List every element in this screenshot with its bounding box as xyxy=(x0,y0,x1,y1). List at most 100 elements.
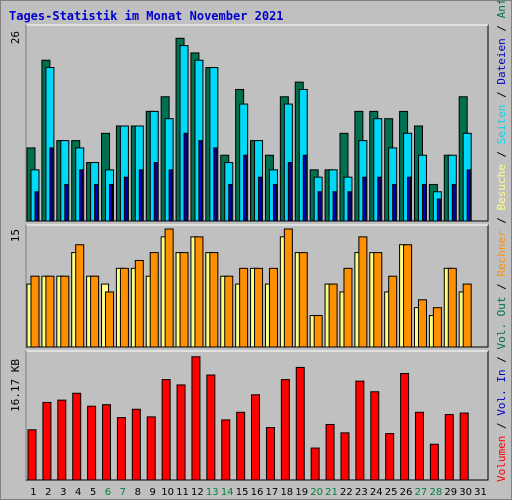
side-legend-item-11: / xyxy=(495,85,508,105)
bar-seiten-day-5 xyxy=(94,183,99,222)
side-legend-item-4: Vol. Out xyxy=(495,297,508,350)
bar-volumen-day-24 xyxy=(370,391,380,481)
bar-volumen-day-1 xyxy=(27,429,37,481)
bar-rechner-day-21 xyxy=(328,283,338,348)
bar-seiten-day-12 xyxy=(198,140,203,222)
side-legend-item-12: Dateien xyxy=(495,38,508,84)
x-tick-day-29: 29 xyxy=(444,487,457,498)
bar-volumen-day-25 xyxy=(385,433,395,481)
x-tick-day-21: 21 xyxy=(325,487,338,498)
side-legend-item-10: Seiten xyxy=(495,104,508,144)
x-tick-day-5: 5 xyxy=(90,487,96,498)
bar-seiten-day-13 xyxy=(213,147,218,222)
side-legend-item-3: / xyxy=(495,350,508,370)
bar-rechner-day-12 xyxy=(194,236,204,348)
bar-seiten-day-16 xyxy=(258,176,263,222)
x-tick-day-6: 6 xyxy=(105,487,111,498)
bar-volumen-day-17 xyxy=(265,427,275,481)
bar-seiten-day-17 xyxy=(272,183,277,222)
bar-seiten-day-22 xyxy=(347,191,352,222)
bar-volumen-day-27 xyxy=(414,411,424,481)
bar-rechner-day-2 xyxy=(45,275,55,348)
bar-volumen-day-18 xyxy=(280,379,290,481)
x-tick-day-31: 31 xyxy=(474,487,487,498)
side-legend-item-7: / xyxy=(495,210,508,230)
bar-rechner-day-18 xyxy=(283,228,293,348)
bar-volumen-day-30 xyxy=(459,412,469,481)
x-tick-day-3: 3 xyxy=(60,487,66,498)
x-tick-day-7: 7 xyxy=(120,487,126,498)
x-tick-day-24: 24 xyxy=(370,487,383,498)
bar-rechner-day-25 xyxy=(388,275,398,348)
bar-rechner-day-7 xyxy=(119,267,129,348)
x-tick-day-23: 23 xyxy=(355,487,368,498)
bar-volumen-day-3 xyxy=(57,399,67,481)
side-legend-item-9: / xyxy=(495,144,508,164)
bar-rechner-day-19 xyxy=(298,252,308,348)
x-tick-day-22: 22 xyxy=(340,487,353,498)
bar-seiten-day-27 xyxy=(421,183,426,222)
side-legend-item-8: Besuche xyxy=(495,164,508,210)
bar-rechner-day-27 xyxy=(417,299,427,348)
bar-volumen-day-21 xyxy=(325,423,335,481)
bar-rechner-day-11 xyxy=(179,252,189,348)
bar-rechner-day-17 xyxy=(268,267,278,348)
y-max-label-visits: 15 xyxy=(9,229,22,242)
bar-rechner-day-9 xyxy=(149,252,159,348)
x-tick-day-19: 19 xyxy=(295,487,308,498)
side-legend-item-14: Anfragen xyxy=(495,1,508,18)
bar-rechner-day-14 xyxy=(224,275,234,348)
bar-volumen-day-8 xyxy=(131,408,141,481)
bar-volumen-day-10 xyxy=(161,379,171,481)
bar-seiten-day-10 xyxy=(168,169,173,222)
bar-rechner-day-24 xyxy=(373,252,383,348)
bar-rechner-day-22 xyxy=(343,267,353,348)
bar-seiten-day-8 xyxy=(138,169,143,222)
bar-rechner-day-15 xyxy=(239,267,249,348)
side-legend-item-1: / xyxy=(495,416,508,436)
x-tick-day-1: 1 xyxy=(30,487,36,498)
side-legend-item-13: / xyxy=(495,18,508,38)
bar-rechner-day-30 xyxy=(462,283,472,348)
bar-rechner-day-16 xyxy=(254,267,264,348)
bar-rechner-day-4 xyxy=(75,244,85,348)
bar-volumen-day-11 xyxy=(176,384,186,481)
bar-rechner-day-1 xyxy=(30,275,40,348)
bar-rechner-day-28 xyxy=(432,307,442,348)
y-max-label-hits: 26 xyxy=(9,31,22,44)
bar-seiten-day-24 xyxy=(377,176,382,222)
bar-rechner-day-29 xyxy=(447,267,457,348)
bar-seiten-day-14 xyxy=(228,183,233,222)
bar-volumen-day-2 xyxy=(42,401,52,481)
x-tick-day-27: 27 xyxy=(415,487,428,498)
bar-volumen-day-19 xyxy=(295,366,305,481)
side-legend-item-0: Volumen xyxy=(495,436,508,482)
x-tick-day-30: 30 xyxy=(459,487,472,498)
bar-volumen-day-12 xyxy=(191,356,201,481)
x-tick-day-11: 11 xyxy=(176,487,189,498)
x-tick-day-10: 10 xyxy=(161,487,174,498)
bar-volumen-day-28 xyxy=(429,443,439,481)
bar-seiten-day-4 xyxy=(79,169,84,222)
bar-volumen-day-4 xyxy=(72,392,82,481)
x-tick-day-17: 17 xyxy=(266,487,279,498)
x-tick-day-14: 14 xyxy=(221,487,234,498)
bar-rechner-day-13 xyxy=(209,252,219,348)
bar-volumen-day-26 xyxy=(400,373,410,481)
bar-volumen-day-5 xyxy=(87,405,97,481)
x-tick-day-18: 18 xyxy=(280,487,293,498)
x-tick-day-20: 20 xyxy=(310,487,323,498)
bar-volumen-day-7 xyxy=(116,417,126,481)
bar-seiten-day-21 xyxy=(332,191,337,222)
bar-seiten-day-18 xyxy=(287,162,292,222)
bar-seiten-day-23 xyxy=(362,176,367,222)
bar-volumen-day-14 xyxy=(221,419,231,481)
x-tick-day-15: 15 xyxy=(236,487,249,498)
chart-title: Tages-Statistik im Monat November 2021 xyxy=(9,9,284,23)
y-max-label-kbytes: 16.17 KB xyxy=(9,359,22,412)
bar-rechner-day-20 xyxy=(313,315,323,348)
bar-rechner-day-6 xyxy=(105,291,115,348)
bar-rechner-day-3 xyxy=(60,275,70,348)
x-tick-day-8: 8 xyxy=(135,487,141,498)
